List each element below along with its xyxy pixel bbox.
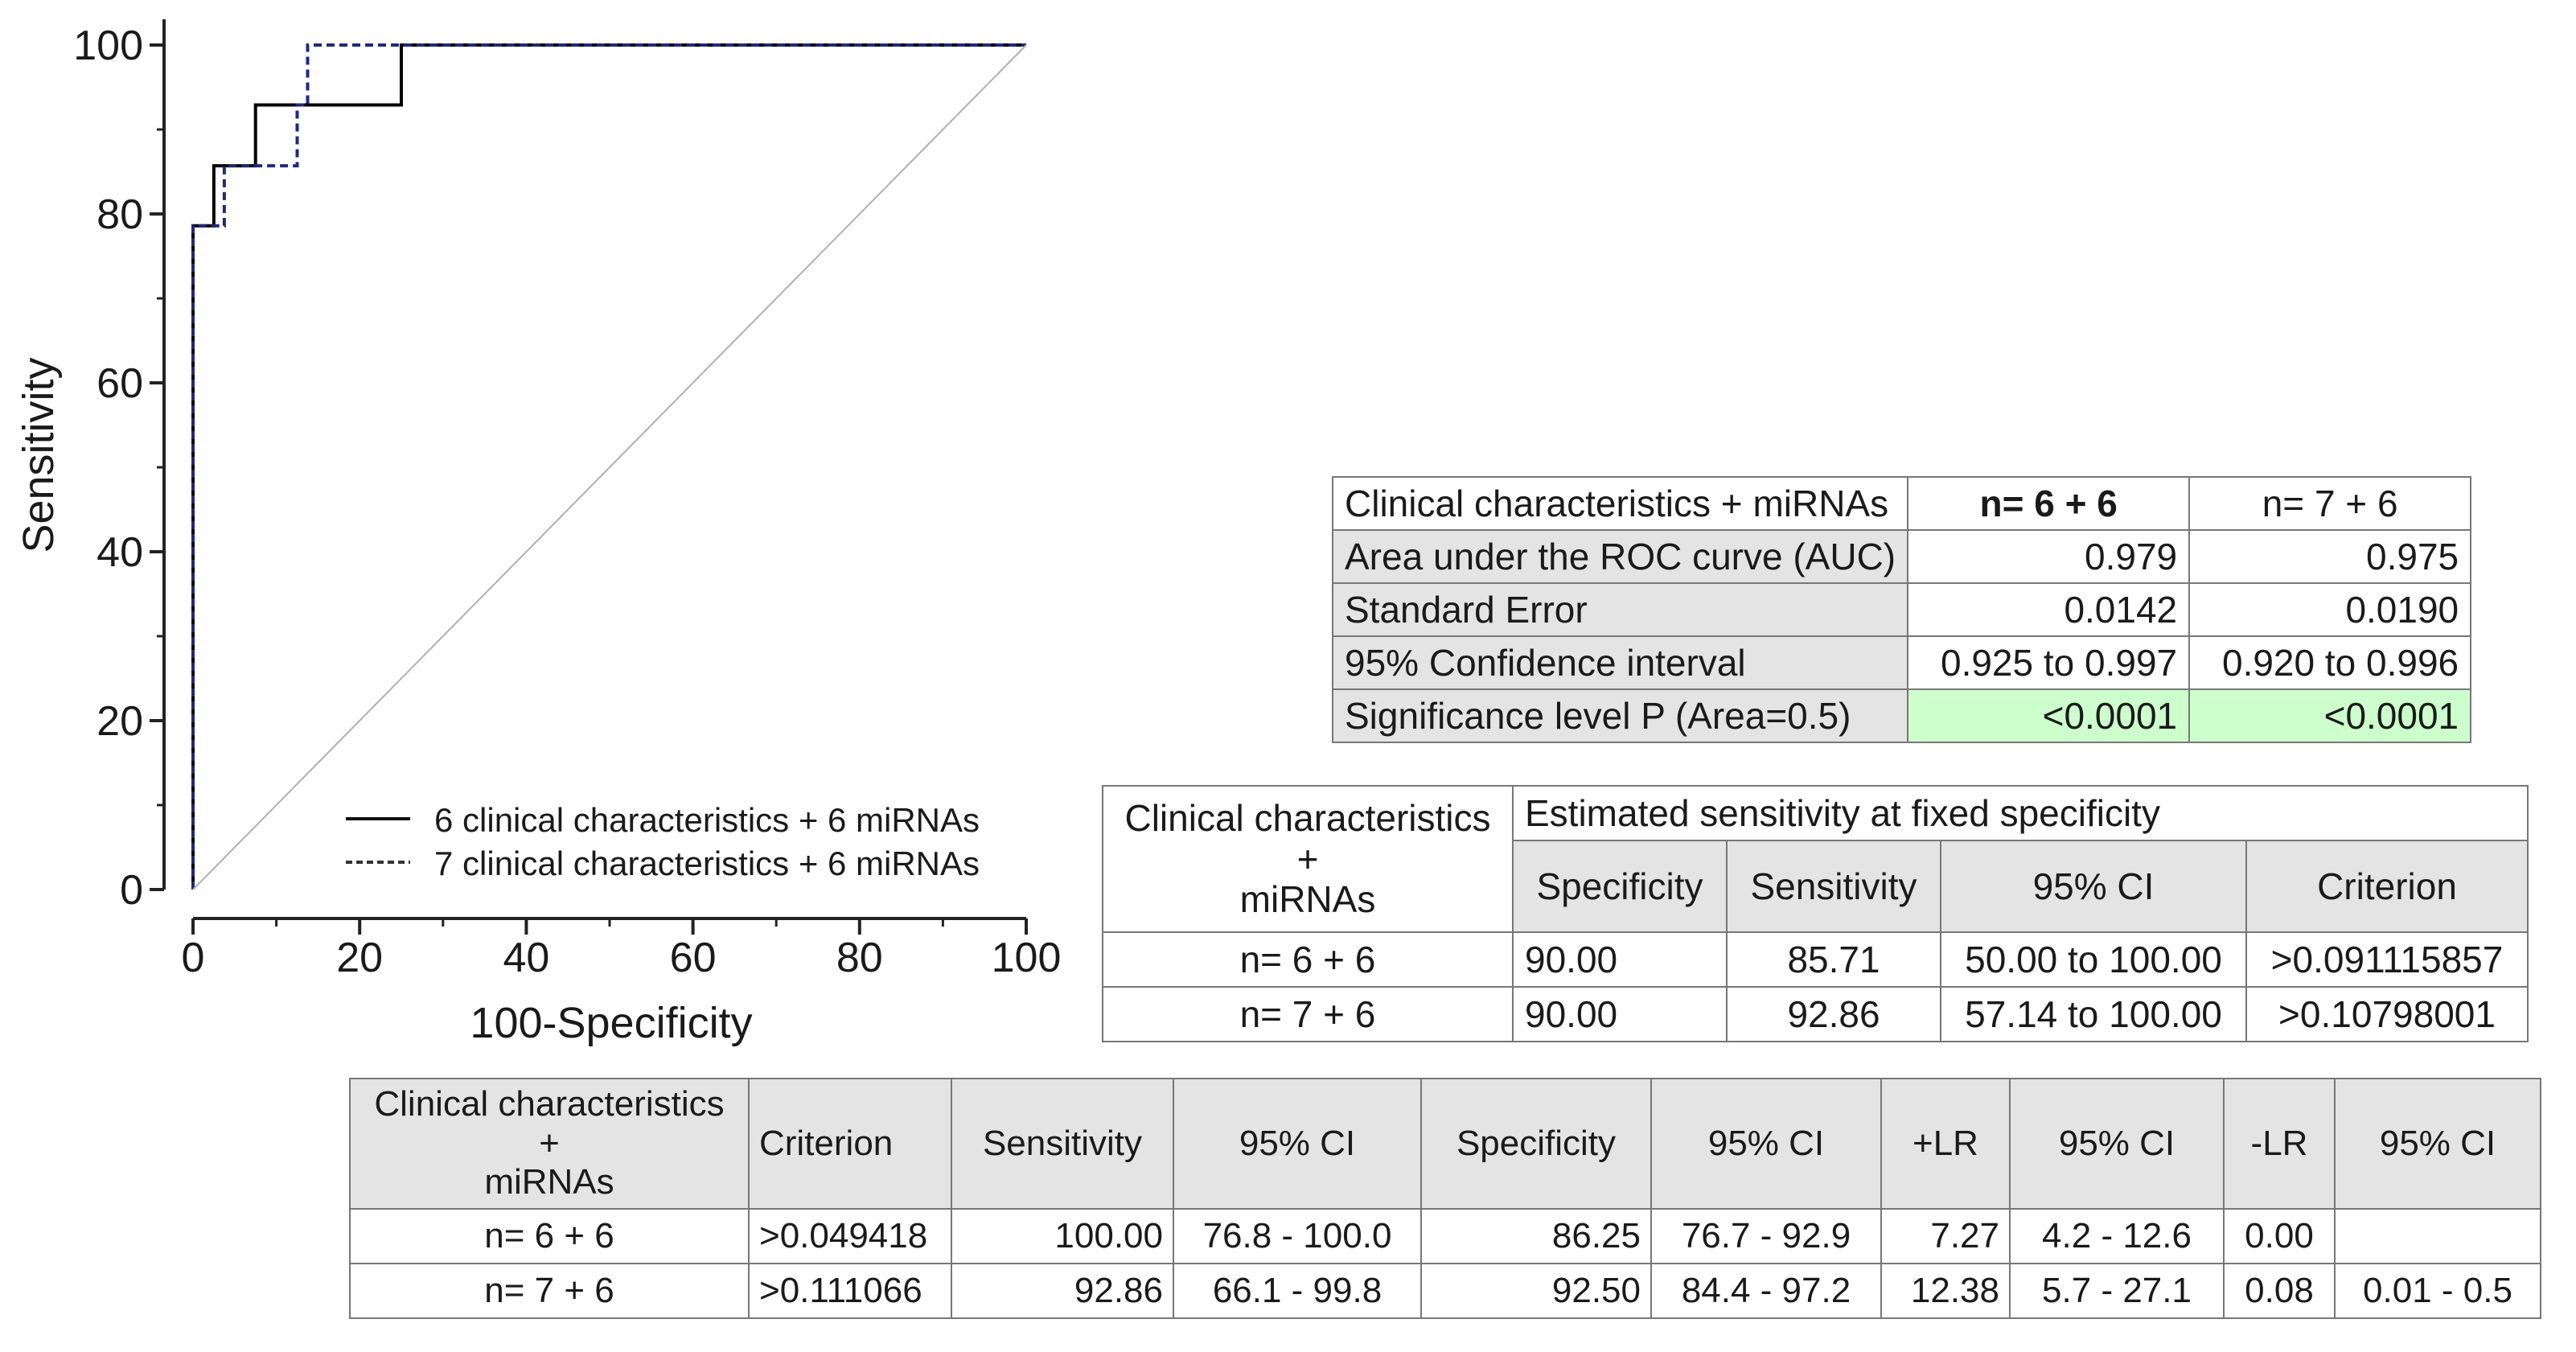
table-header-cell: 95% CI xyxy=(2009,1078,2225,1210)
table-cell: 66.1 - 99.8 xyxy=(1173,1263,1422,1319)
table-cell: n= 7 + 6 xyxy=(1102,986,1514,1042)
table-header-cell: 95% CI xyxy=(1940,840,2247,933)
p-value-cell: <0.0001 xyxy=(1907,688,2191,743)
table-header-cell: Sensitivity xyxy=(1726,840,1941,933)
roc-chart: 0 20 40 60 80 100 0 20 40 60 80 100 6 clinical char… xyxy=(14,19,1061,1047)
table-header-cell: Criterion xyxy=(2245,840,2529,933)
table-row: n= 7 + 6 >0.111066 92.86 66.1 - 99.8 92.… xyxy=(349,1263,2541,1319)
table-header-cell: Clinical characteristics + miRNAs xyxy=(349,1078,750,1210)
x-tick-label: 80 xyxy=(836,935,883,981)
table-cell: 85.71 xyxy=(1726,931,1941,988)
roc-curve-7-6 xyxy=(191,43,1026,890)
y-tick-label: 100 xyxy=(73,23,143,69)
table-cell: 50.00 to 100.00 xyxy=(1940,931,2247,988)
table-cell: >0.091115857 xyxy=(2245,931,2529,988)
table-cell: 57.14 to 100.00 xyxy=(1940,986,2247,1042)
table-cell: Significance level P (Area=0.5) xyxy=(1331,688,1909,743)
table-cell: 0.00 xyxy=(2223,1208,2336,1264)
table-cell: 0.08 xyxy=(2223,1263,2336,1319)
y-tick-label: 40 xyxy=(97,529,143,576)
legend-label: 6 clinical characteristics + 6 miRNAs xyxy=(434,801,980,839)
x-tick-label: 60 xyxy=(670,935,717,981)
table-row: Area under the ROC curve (AUC) 0.979 0.9… xyxy=(1331,529,2472,584)
table-row: n= 6 + 6 90.00 85.71 50.00 to 100.00 >0.… xyxy=(1102,931,2529,988)
auc-table: Clinical characteristics + miRNAs n= 6 +… xyxy=(1331,476,2472,743)
y-tick-label: 20 xyxy=(97,698,143,745)
y-axis-label: Sensitivity xyxy=(14,357,63,553)
table-row: Significance level P (Area=0.5) <0.0001 … xyxy=(1331,688,2472,743)
table-row: Clinical characteristics + miRNAs Criter… xyxy=(349,1078,2541,1210)
table-cell: 92.50 xyxy=(1420,1263,1652,1319)
table-header-cell: Estimated sensitivity at fixed specifici… xyxy=(1512,785,2529,841)
y-tick-label: 60 xyxy=(97,360,143,407)
chart-axes xyxy=(162,19,1026,920)
table-row: n= 6 + 6 >0.049418 100.00 76.8 - 100.0 8… xyxy=(349,1208,2541,1264)
table-row: Clinical characteristics + miRNAs n= 6 +… xyxy=(1331,476,2472,531)
table-header-cell: n= 6 + 6 xyxy=(1907,476,2191,531)
legend-label: 7 clinical characteristics + 6 miRNAs xyxy=(434,844,980,882)
y-tick-label: 0 xyxy=(120,867,143,914)
table-header-cell: n= 7 + 6 xyxy=(2188,476,2472,531)
table-header-cell: 95% CI xyxy=(1650,1078,1882,1210)
table-header-cell: 95% CI xyxy=(2334,1078,2541,1210)
table-cell: 76.8 - 100.0 xyxy=(1173,1208,1422,1264)
table-header-cell: Clinical characteristics + miRNAs xyxy=(1102,785,1514,933)
table-row: n= 7 + 6 90.00 92.86 57.14 to 100.00 >0.… xyxy=(1102,986,2529,1042)
table-cell: n= 6 + 6 xyxy=(349,1208,750,1264)
table-cell: n= 7 + 6 xyxy=(349,1263,750,1319)
p-value-cell: <0.0001 xyxy=(2188,688,2472,743)
table-header-cell: +LR xyxy=(1880,1078,2011,1210)
table-cell xyxy=(2334,1208,2541,1264)
x-axis-label: 100-Specificity xyxy=(470,999,752,1047)
chart-legend: 6 clinical characteristics + 6 miRNAs 7 c… xyxy=(346,801,980,882)
table-row: 95% Confidence interval 0.925 to 0.997 0… xyxy=(1331,635,2472,690)
table-cell: 84.4 - 97.2 xyxy=(1650,1263,1882,1319)
fixed-specificity-table: Clinical characteristics + miRNAs Estima… xyxy=(1102,785,2529,1042)
table-row: Standard Error 0.0142 0.0190 xyxy=(1331,582,2472,637)
table-cell: 12.38 xyxy=(1880,1263,2011,1319)
table-cell: 0.0190 xyxy=(2188,582,2472,637)
chart-ticks: 0 20 40 60 80 100 0 20 40 60 80 100 xyxy=(73,23,1061,981)
table-cell: 0.0142 xyxy=(1907,582,2191,637)
table-header-cell: Criterion xyxy=(748,1078,952,1210)
x-tick-label: 20 xyxy=(336,935,383,981)
table-cell: 4.2 - 12.6 xyxy=(2009,1208,2225,1264)
table-cell: 0.01 - 0.5 xyxy=(2334,1263,2541,1319)
table-row: Specificity Sensitivity 95% CI Criterion xyxy=(1103,840,2529,933)
table-cell: >0.111066 xyxy=(748,1263,952,1319)
table-header-cell: -LR xyxy=(2223,1078,2336,1210)
x-tick-label: 40 xyxy=(503,935,549,981)
table-cell: Area under the ROC curve (AUC) xyxy=(1331,529,1909,584)
table-header-cell: Specificity xyxy=(1420,1078,1652,1210)
table-cell: 92.86 xyxy=(1726,986,1941,1042)
table-cell: 90.00 xyxy=(1512,986,1728,1042)
chart-curves xyxy=(191,43,1027,890)
table-cell: 86.25 xyxy=(1420,1208,1652,1264)
table-header-cell: Clinical characteristics + miRNAs xyxy=(1331,476,1909,531)
table-cell: 0.979 xyxy=(1907,529,2191,584)
table-cell: 100.00 xyxy=(951,1208,1174,1264)
table-cell: 5.7 - 27.1 xyxy=(2009,1263,2225,1319)
table-cell: 95% Confidence interval xyxy=(1331,635,1909,690)
table-cell: 0.920 to 0.996 xyxy=(2188,635,2472,690)
table-cell: >0.10798001 xyxy=(2245,986,2529,1042)
table-header-cell: Sensitivity xyxy=(951,1078,1174,1210)
table-row: Clinical characteristics + miRNAs Estima… xyxy=(1102,785,2529,933)
table-cell: n= 6 + 6 xyxy=(1102,931,1514,988)
reference-diagonal xyxy=(192,44,1027,890)
table-header-cell: Specificity xyxy=(1512,840,1728,933)
table-cell: 0.925 to 0.997 xyxy=(1907,635,2191,690)
table-cell: 92.86 xyxy=(951,1263,1174,1319)
y-tick-label: 80 xyxy=(97,191,143,238)
table-header-cell: 95% CI xyxy=(1173,1078,1422,1210)
table-cell: 0.975 xyxy=(2188,529,2472,584)
x-tick-label: 100 xyxy=(992,935,1062,981)
table-cell: 76.7 - 92.9 xyxy=(1650,1208,1882,1264)
criterion-table: Clinical characteristics + miRNAs Criter… xyxy=(349,1078,2541,1319)
x-tick-label: 0 xyxy=(182,935,205,981)
table-cell: 90.00 xyxy=(1512,931,1728,988)
table-cell: Standard Error xyxy=(1331,582,1909,637)
table-cell: >0.049418 xyxy=(748,1208,952,1264)
table-cell: 7.27 xyxy=(1880,1208,2011,1264)
